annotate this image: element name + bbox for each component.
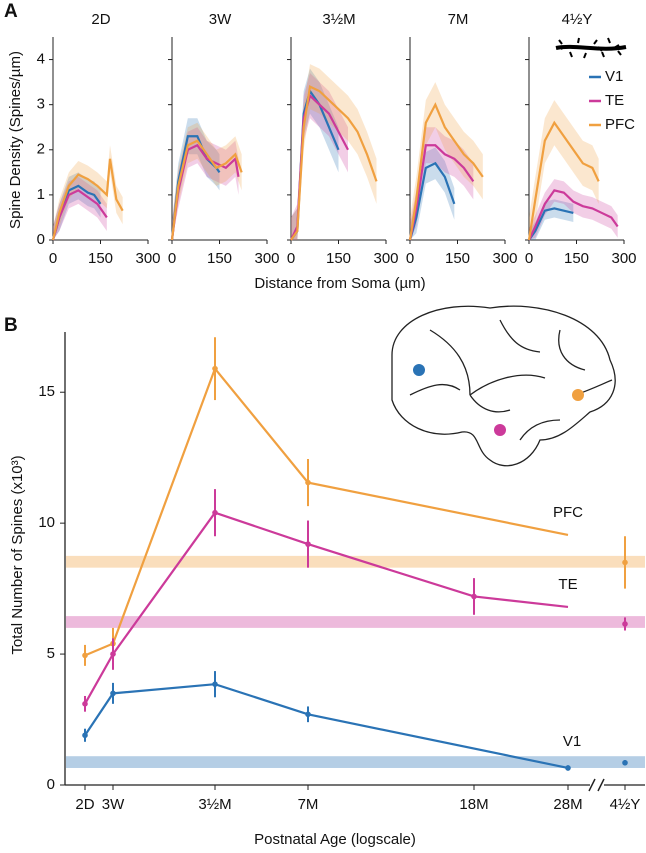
- x-tick-label: 4½Y: [610, 796, 641, 813]
- adult-band: [66, 555, 645, 568]
- point: [471, 593, 477, 600]
- error-band: [291, 64, 377, 240]
- y-tick-label: 0: [47, 776, 55, 793]
- point: [305, 711, 311, 718]
- point: [305, 541, 311, 547]
- point: [110, 651, 116, 657]
- density-line: [290, 84, 378, 241]
- x-tick-label: 3W: [102, 796, 125, 813]
- x-tick-label: 300: [611, 250, 636, 267]
- x-axis-label: Distance from Soma (µm): [254, 275, 425, 292]
- density-line: [528, 207, 574, 241]
- y-axis-label: Total Number of Spines (x10³): [9, 455, 26, 654]
- density-line: [51, 158, 124, 241]
- adult-band: [66, 756, 645, 768]
- x-tick-label: 0: [168, 250, 176, 267]
- point: [212, 509, 218, 516]
- panel-label: A: [4, 1, 18, 22]
- point: [565, 765, 571, 771]
- subplot-title: 3½M: [322, 11, 355, 28]
- point: [212, 365, 218, 372]
- legend-label: TE: [605, 92, 624, 109]
- y-tick-label: 3: [37, 96, 45, 113]
- x-axis-label: Postnatal Age (logscale): [254, 831, 416, 848]
- x-tick-label: 28M: [553, 796, 582, 813]
- point: [82, 732, 88, 739]
- dendrite-icon: [555, 37, 627, 59]
- legend-label: V1: [605, 68, 623, 85]
- point: [622, 621, 628, 627]
- x-tick-label: 0: [287, 250, 295, 267]
- brain-illustration: [391, 305, 616, 467]
- series-label: PFC: [553, 504, 583, 521]
- point: [212, 681, 218, 687]
- density-line: [408, 144, 475, 241]
- x-tick-label: 3½M: [198, 796, 231, 813]
- subplot-title: 2D: [91, 11, 110, 28]
- point: [305, 479, 311, 486]
- subplot-title: 7M: [448, 11, 469, 28]
- x-tick-label: 0: [49, 250, 57, 267]
- x-tick-label: 150: [207, 250, 232, 267]
- point: [622, 759, 628, 766]
- point: [82, 652, 88, 659]
- error-band: [172, 122, 242, 240]
- y-tick-label: 1: [37, 186, 45, 203]
- x-tick-label: 150: [88, 250, 113, 267]
- x-tick-label: 300: [135, 250, 160, 267]
- legend-label: PFC: [605, 116, 635, 133]
- error-band: [410, 147, 455, 240]
- y-tick-label: 5: [47, 645, 55, 662]
- y-tick-label: 4: [37, 51, 45, 68]
- subplot-title: 4½Y: [562, 11, 593, 28]
- series-label: TE: [558, 576, 577, 593]
- x-tick-label: 0: [525, 250, 533, 267]
- y-tick-label: 2: [37, 141, 45, 158]
- x-tick-label: 300: [373, 250, 398, 267]
- subplot-title: 3W: [209, 11, 232, 28]
- x-tick-label: 150: [445, 250, 470, 267]
- error-band: [410, 127, 474, 240]
- series-label: V1: [563, 733, 581, 750]
- point: [110, 690, 116, 697]
- density-line: [170, 139, 243, 241]
- y-axis-label: Spine Density (Spines/µm): [7, 51, 24, 229]
- x-tick-label: 300: [492, 250, 517, 267]
- density-line: [528, 189, 619, 241]
- x-tick-label: 0: [406, 250, 414, 267]
- error-band: [53, 172, 101, 240]
- age-line: [84, 683, 569, 770]
- x-tick-label: 2D: [75, 796, 94, 813]
- error-band: [172, 118, 220, 240]
- axis-break: [588, 778, 605, 792]
- y-tick-label: 0: [37, 231, 45, 248]
- x-tick-label: 300: [254, 250, 279, 267]
- error-band: [172, 127, 239, 240]
- x-tick-label: 150: [564, 250, 589, 267]
- age-line: [84, 511, 569, 705]
- error-band: [529, 100, 599, 241]
- density-line: [408, 102, 484, 241]
- x-tick-label: 150: [326, 250, 351, 267]
- adult-band: [66, 616, 645, 628]
- error-band: [410, 82, 483, 240]
- y-tick-label: 15: [38, 383, 55, 400]
- x-tick-label: 18M: [459, 796, 488, 813]
- panel-label: B: [4, 315, 18, 336]
- point: [622, 559, 628, 566]
- density-line: [527, 120, 600, 241]
- density-line: [408, 161, 456, 241]
- point: [82, 701, 88, 707]
- y-tick-label: 10: [38, 514, 55, 531]
- x-tick-label: 7M: [298, 796, 319, 813]
